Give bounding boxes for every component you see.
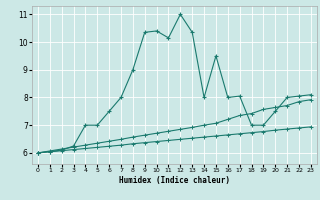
X-axis label: Humidex (Indice chaleur): Humidex (Indice chaleur): [119, 176, 230, 185]
